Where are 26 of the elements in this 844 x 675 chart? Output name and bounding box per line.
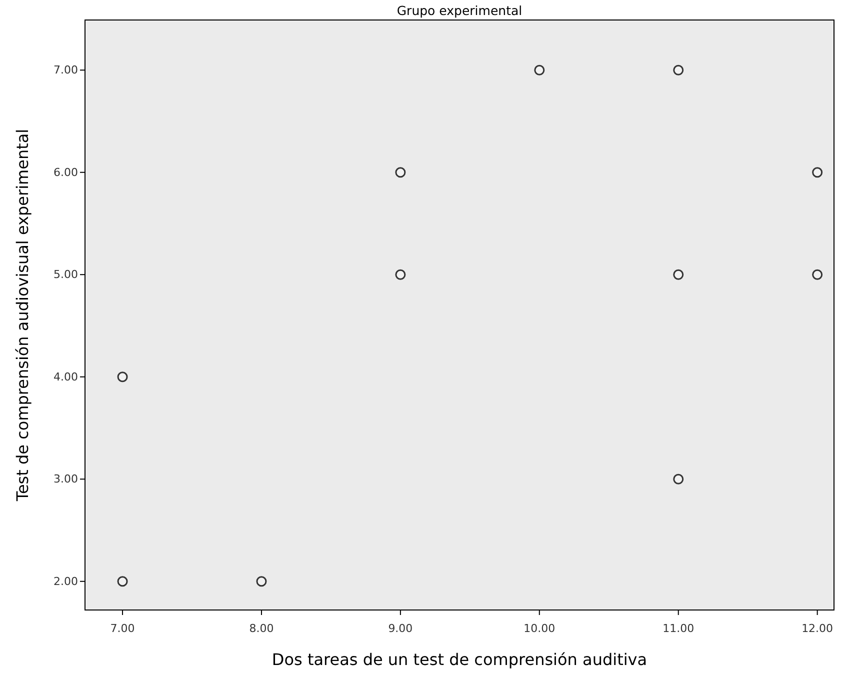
y-tick-label: 7.00 <box>54 64 78 77</box>
x-axis-title: Dos tareas de un test de comprensión auditiva <box>272 650 648 669</box>
point <box>395 167 406 178</box>
point <box>256 576 267 587</box>
y-tick-label: 4.00 <box>54 370 78 384</box>
y-axis-title: Test de comprensión audiovisual experimental <box>13 128 32 502</box>
y-tick-label: 6.00 <box>54 166 78 179</box>
y-tick-label: 5.00 <box>54 268 78 282</box>
point <box>395 269 406 280</box>
x-tick-label: 11.00 <box>662 622 694 635</box>
point <box>117 372 128 382</box>
y-tick-label: 3.00 <box>54 472 78 486</box>
point <box>117 576 128 587</box>
x-tick-label: 12.00 <box>802 622 834 635</box>
x-tick-label: 10.00 <box>524 622 556 635</box>
y-tick-label: 2.00 <box>54 574 78 588</box>
point <box>673 474 684 484</box>
point <box>812 269 823 280</box>
x-tick-label: 7.00 <box>110 622 135 635</box>
point <box>673 64 684 76</box>
point <box>812 167 823 178</box>
point <box>534 64 545 76</box>
chart-title: Grupo experimental <box>396 3 522 18</box>
point <box>673 269 684 280</box>
x-tick-label: 8.00 <box>249 622 274 635</box>
x-tick-label: 9.00 <box>388 622 413 635</box>
